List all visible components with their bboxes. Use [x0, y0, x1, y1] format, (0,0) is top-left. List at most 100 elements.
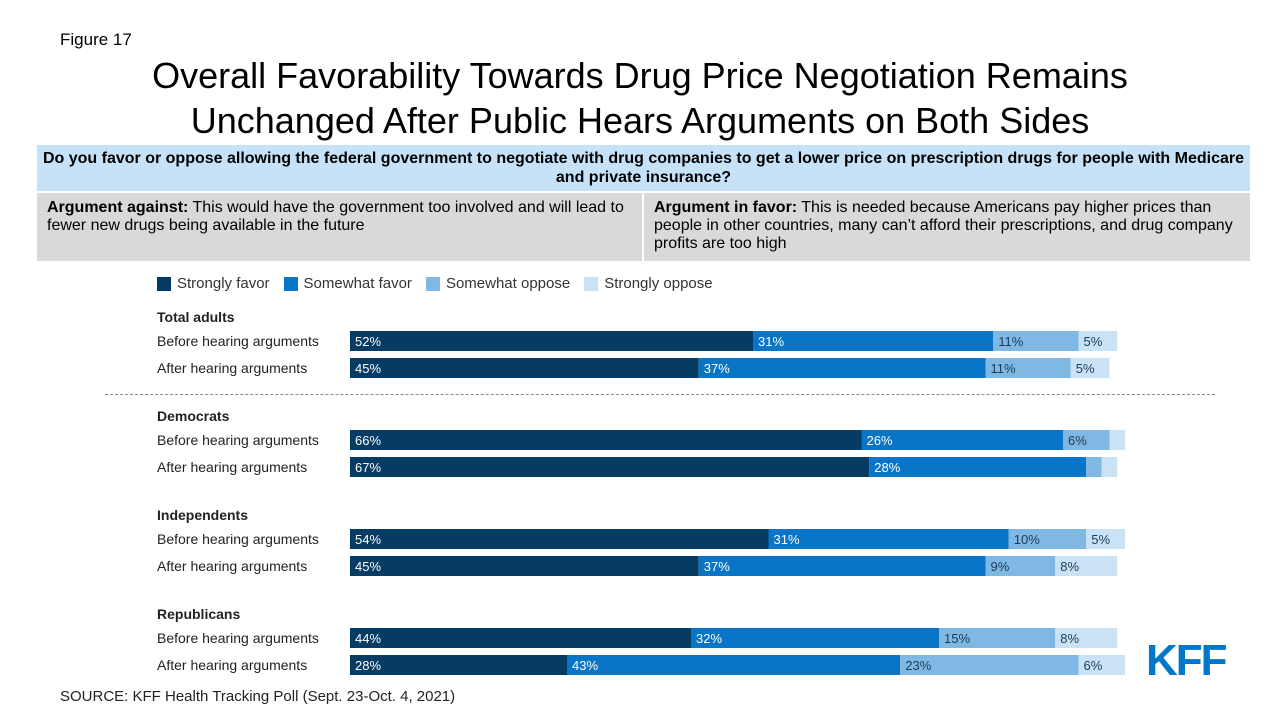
- bar-segment: [1101, 457, 1118, 477]
- data-label: 28%: [874, 460, 900, 475]
- argument-favor-text: This is needed because Americans pay hig…: [654, 199, 1233, 252]
- row-label: After hearing arguments: [157, 657, 307, 673]
- legend-item: Somewhat favor: [283, 275, 412, 292]
- data-label: 45%: [355, 559, 381, 574]
- argument-against-label: Argument against:: [47, 199, 189, 216]
- row-label: Before hearing arguments: [157, 531, 319, 547]
- figure-label: Figure 17: [60, 30, 132, 49]
- group-title: Total adults: [157, 309, 235, 325]
- bar-segment: [698, 556, 986, 576]
- data-label: 11%: [991, 361, 1016, 376]
- data-label: 26%: [867, 433, 893, 448]
- bar-segment: [350, 358, 699, 378]
- group-title: Democrats: [157, 408, 230, 424]
- legend-label: Strongly oppose: [604, 275, 713, 292]
- row-label: After hearing arguments: [157, 558, 307, 574]
- bar-segment: [1063, 430, 1110, 450]
- argument-against-box: Argument against: This would have the go…: [37, 193, 642, 261]
- source-note: SOURCE: KFF Health Tracking Poll (Sept. …: [60, 688, 456, 705]
- survey-question: Do you favor or oppose allowing the fede…: [37, 145, 1250, 191]
- data-label: 45%: [355, 361, 381, 376]
- data-label: 37%: [704, 361, 730, 376]
- bar-segment: [861, 430, 1063, 450]
- row-label: Before hearing arguments: [157, 432, 319, 448]
- group-divider: [105, 394, 1215, 395]
- legend-item: Strongly oppose: [584, 275, 713, 292]
- data-label: 54%: [355, 532, 381, 547]
- bar-segment: [350, 655, 567, 675]
- bar-segment: [985, 556, 1056, 576]
- data-label: 11%: [998, 334, 1023, 349]
- data-label: 44%: [355, 631, 381, 646]
- bar-segment: [1055, 628, 1118, 648]
- legend-swatch: [425, 276, 440, 291]
- data-label: 5%: [1076, 361, 1095, 376]
- row-label: Before hearing arguments: [157, 630, 319, 646]
- bar-segment: [1086, 457, 1102, 477]
- data-label: 37%: [704, 559, 730, 574]
- bar-segment: [350, 331, 753, 351]
- legend-swatch: [157, 276, 171, 291]
- bar-segment: [350, 430, 862, 450]
- legend-item: Strongly favor: [157, 275, 270, 292]
- data-label: 6%: [1084, 658, 1103, 673]
- group-title: Independents: [157, 507, 248, 523]
- data-label: 23%: [905, 658, 931, 673]
- row-label: After hearing arguments: [157, 459, 307, 475]
- data-label: 5%: [1091, 532, 1110, 547]
- bar-segment: [567, 655, 901, 675]
- bar-segment: [985, 358, 1071, 378]
- bar-segment: [350, 628, 691, 648]
- bar-segment: [350, 556, 699, 576]
- data-label: 52%: [355, 334, 381, 349]
- argument-against-text: This would have the government too invol…: [47, 199, 624, 234]
- legend-item: Somewhat oppose: [425, 275, 571, 292]
- bar-segment: [1086, 529, 1125, 549]
- chart-title: Overall Favorability Towards Drug Price …: [0, 53, 1280, 143]
- bar-segment: [698, 358, 986, 378]
- data-label: 31%: [758, 334, 784, 349]
- data-label: 32%: [696, 631, 722, 646]
- bar-segment: [869, 457, 1087, 477]
- bar-segment: [768, 529, 1009, 549]
- bar-segment: [350, 529, 769, 549]
- bar-segment: [1070, 358, 1110, 378]
- bar-segment: [1078, 655, 1125, 675]
- bar-segment: [1078, 331, 1118, 351]
- bar-segment: [993, 331, 1079, 351]
- data-label: 8%: [1060, 559, 1079, 574]
- legend-label: Somewhat favor: [303, 275, 412, 292]
- data-label: 31%: [774, 532, 800, 547]
- legend-label: Strongly favor: [177, 275, 270, 292]
- row-label: After hearing arguments: [157, 360, 307, 376]
- data-label: 9%: [991, 559, 1010, 574]
- bar-segment: [691, 628, 939, 648]
- data-label: 43%: [572, 658, 598, 673]
- title-line-1: Overall Favorability Towards Drug Price …: [152, 55, 1128, 96]
- legend-swatch: [584, 276, 599, 291]
- data-label: 28%: [355, 658, 381, 673]
- data-label: 8%: [1060, 631, 1079, 646]
- data-label: 5%: [1084, 334, 1103, 349]
- bar-segment: [753, 331, 994, 351]
- group-title: Republicans: [157, 606, 240, 622]
- data-label: 66%: [355, 433, 381, 448]
- argument-favor-label: Argument in favor:: [654, 199, 798, 216]
- data-label: 15%: [944, 631, 970, 646]
- bar-segment: [939, 628, 1056, 648]
- argument-favor-box: Argument in favor: This is needed becaus…: [644, 193, 1250, 261]
- row-label: Before hearing arguments: [157, 333, 319, 349]
- chart-legend: Strongly favor Somewhat favor Somewhat opp…: [157, 275, 713, 292]
- data-label: 67%: [355, 460, 381, 475]
- bar-segment: [900, 655, 1079, 675]
- legend-swatch: [283, 276, 298, 291]
- bar-segment: [1055, 556, 1118, 576]
- bar-segment: [350, 457, 870, 477]
- bar-segment: [1008, 529, 1087, 549]
- bar-segment: [1109, 430, 1125, 450]
- legend-label: Somewhat oppose: [445, 275, 571, 292]
- title-line-2: Unchanged After Public Hears Arguments o…: [190, 100, 1090, 141]
- kff-logo: KFF: [1146, 636, 1228, 685]
- data-label: 10%: [1014, 532, 1040, 547]
